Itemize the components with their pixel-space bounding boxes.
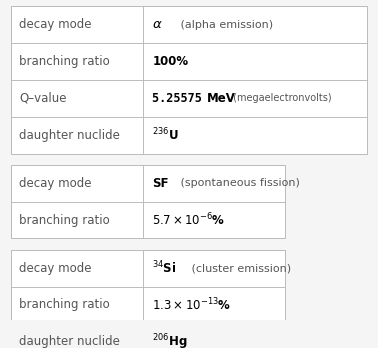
Text: decay mode: decay mode (19, 262, 91, 275)
Text: (alpha emission): (alpha emission) (177, 20, 273, 30)
Text: decay mode: decay mode (19, 18, 91, 31)
Text: (cluster emission): (cluster emission) (188, 263, 291, 273)
Text: $5.7\times10^{-6}$%: $5.7\times10^{-6}$% (152, 212, 225, 228)
Text: (spontaneous fission): (spontaneous fission) (177, 178, 300, 188)
Text: decay mode: decay mode (19, 177, 91, 190)
Text: branching ratio: branching ratio (19, 298, 110, 311)
Text: daughter nuclide: daughter nuclide (19, 335, 120, 348)
Text: $^{206}$Hg: $^{206}$Hg (152, 332, 187, 348)
Bar (11, 6, 367, 154)
Text: SF: SF (152, 177, 169, 190)
Text: branching ratio: branching ratio (19, 214, 110, 227)
Text: branching ratio: branching ratio (19, 55, 110, 68)
Text: $1.3\times10^{-13}$%: $1.3\times10^{-13}$% (152, 296, 231, 313)
Text: $^{34}$Si: $^{34}$Si (152, 260, 177, 276)
Text: MeV: MeV (207, 92, 236, 105)
Text: (megaelectronvolts): (megaelectronvolts) (230, 93, 332, 103)
Text: 5.25575: 5.25575 (152, 92, 209, 105)
Bar (11, 165, 285, 238)
Text: Q–value: Q–value (19, 92, 67, 105)
Text: daughter nuclide: daughter nuclide (19, 129, 120, 142)
Text: $\alpha$: $\alpha$ (152, 18, 163, 31)
Bar (11, 250, 285, 348)
Text: $^{236}$U: $^{236}$U (152, 127, 179, 143)
Text: 100%: 100% (152, 55, 188, 68)
